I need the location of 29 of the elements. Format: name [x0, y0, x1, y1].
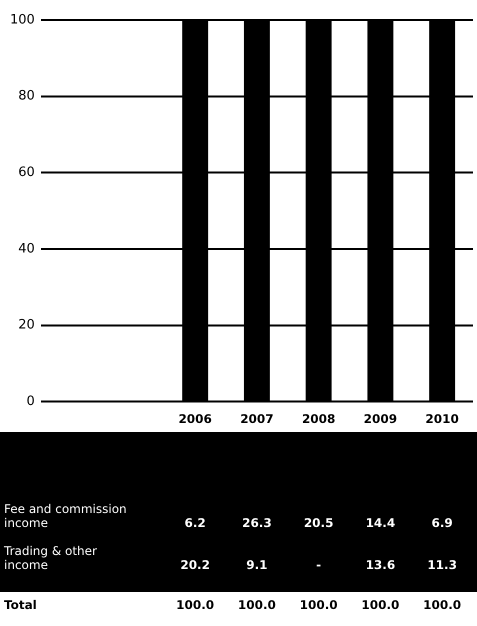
- text: Fee and commission income: [4, 502, 128, 530]
- x-tick-label: 2010: [425, 412, 459, 426]
- text: 13.6: [366, 558, 396, 572]
- data-label: 100.0: [423, 598, 462, 612]
- data-label: 100.0: [300, 598, 338, 612]
- x-tick-label: 2006: [178, 412, 212, 426]
- x-tick-label: 2007: [240, 412, 274, 426]
- y-tick-label: 60: [18, 165, 35, 180]
- y-tick-label: 20: [18, 318, 35, 333]
- text: 20.2: [180, 558, 210, 572]
- x-tick-label: 2009: [364, 412, 398, 426]
- text: 9.1: [246, 558, 268, 572]
- text: 14.4: [366, 516, 396, 530]
- y-tick-label: 80: [18, 88, 35, 104]
- text: 6.9: [431, 516, 453, 530]
- text: Trading & other income: [4, 544, 98, 572]
- text: 6.2: [184, 516, 206, 530]
- text: 11.3: [427, 558, 457, 572]
- text: -: [316, 558, 322, 572]
- y-tick-label: 100: [10, 12, 35, 28]
- text: 20.5: [304, 516, 334, 530]
- data-label: 100.0: [238, 598, 276, 612]
- y-tick-label: 40: [18, 241, 35, 256]
- x-tick-label: 2008: [302, 412, 336, 426]
- text: 26.3: [242, 516, 272, 530]
- text: Total: [4, 598, 37, 612]
- data-label: 100.0: [176, 598, 214, 612]
- data-label: 100.0: [361, 598, 400, 612]
- y-tick-label: 0: [26, 394, 35, 409]
